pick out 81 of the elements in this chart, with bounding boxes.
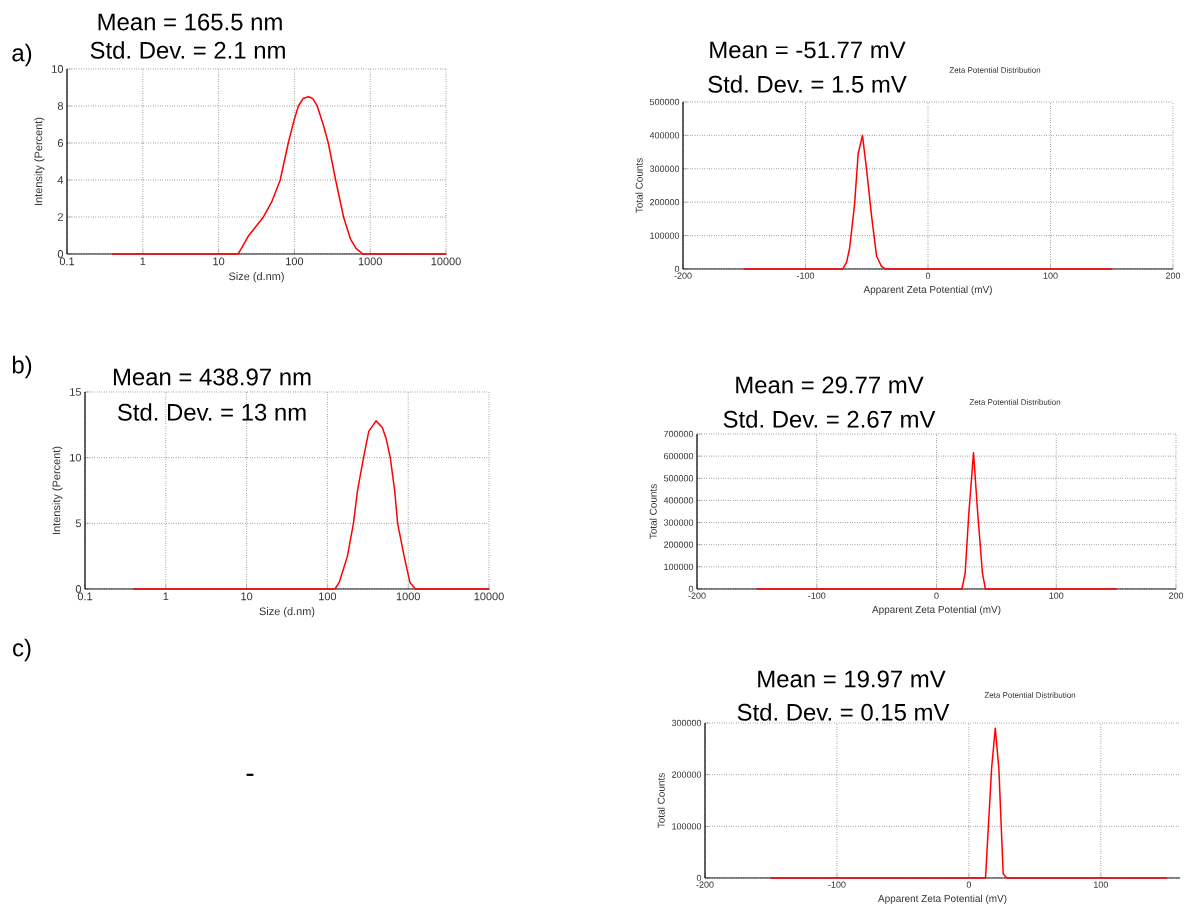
x-tick-label: -100 xyxy=(808,592,826,599)
y-tick-label: 500000 xyxy=(649,98,680,106)
y-tick-label: 5 xyxy=(75,519,82,528)
y-tick-label: 0 xyxy=(75,585,82,593)
x-tick-label: -200 xyxy=(688,592,706,599)
text: c) xyxy=(13,638,31,662)
y-tick-label: 0 xyxy=(57,250,64,258)
line-series xyxy=(743,134,1113,270)
x-tick-label: 0.1 xyxy=(77,592,93,601)
y-tick-label: 0 xyxy=(674,265,680,273)
x-tick-label: 1000 xyxy=(396,592,420,601)
y-tick-label: 200000 xyxy=(672,771,702,778)
x-tick-label: 10 xyxy=(241,592,253,601)
x-tick-label: 10 xyxy=(213,257,225,266)
annotation: Std. Dev. = 13 nm xyxy=(117,403,306,421)
x-tick-label: 100 xyxy=(1043,272,1058,279)
y-tick-label: 600000 xyxy=(664,452,694,460)
x-tick-label: 200 xyxy=(1168,592,1184,599)
y-tick-label: 200000 xyxy=(650,199,680,206)
text: a) xyxy=(12,43,32,67)
y-tick-label: 0 xyxy=(688,585,694,593)
y-axis-title: Intensity (Percent) xyxy=(52,446,63,534)
x-tick-label: 1 xyxy=(163,592,169,601)
x-tick-label: 0.1 xyxy=(59,257,75,266)
x-tick-label: 10000 xyxy=(431,257,461,266)
y-tick-label: 8 xyxy=(57,102,63,110)
y-tick-label: 300000 xyxy=(663,519,694,526)
y-tick-label: 500000 xyxy=(663,475,694,482)
text: Std. Dev. = 2.67 mV xyxy=(723,410,936,428)
y-tick-label: 100000 xyxy=(664,563,694,571)
text: Std. Dev. = 0.15 mV xyxy=(737,703,950,721)
x-tick-label: 0 xyxy=(925,272,931,279)
text: Mean = 29.77 mV xyxy=(736,376,924,394)
text: Mean = 165.5 nm xyxy=(98,13,282,31)
text: Mean = 19.97 mV xyxy=(758,670,946,688)
x-tick-label: -200 xyxy=(696,881,714,888)
x-axis-title: Apparent Zeta Potential (mV) xyxy=(863,285,992,295)
y-axis-title: Total Counts xyxy=(649,484,657,539)
x-tick-label: 100 xyxy=(286,257,304,266)
y-tick-label: 4 xyxy=(57,176,64,184)
x-tick-label: -100 xyxy=(828,881,846,888)
line-series xyxy=(756,452,1117,590)
text: b) xyxy=(12,355,32,379)
y-axis-title: Total Counts xyxy=(635,158,643,213)
y-tick-label: 2 xyxy=(57,213,63,221)
y-tick-label: 300000 xyxy=(671,719,702,727)
text: Std. Dev. = 1.5 mV xyxy=(708,75,907,93)
text: Mean = 438.97 nm xyxy=(113,368,311,386)
x-tick-label: 10000 xyxy=(474,592,504,601)
x-axis-title: Apparent Zeta Potential (mV) xyxy=(878,894,1007,904)
x-tick-label: 200 xyxy=(1165,272,1181,279)
x-tick-label: 100 xyxy=(319,592,337,601)
x-tick-label: 0 xyxy=(934,592,939,599)
y-tick-label: 0 xyxy=(696,874,702,882)
x-tick-label: 0 xyxy=(966,881,972,888)
y-tick-label: 400000 xyxy=(649,132,680,139)
y-tick-label: 10 xyxy=(52,65,64,73)
y-axis-title: Total Counts xyxy=(657,773,665,828)
x-tick-label: -100 xyxy=(796,272,815,279)
x-tick-label: 100 xyxy=(1094,881,1108,888)
x-tick-label: 100 xyxy=(1049,592,1064,599)
text: - xyxy=(246,773,254,776)
y-tick-label: 400000 xyxy=(663,497,694,504)
x-axis-title: Size (d.nm) xyxy=(259,607,315,618)
x-tick-label: -200 xyxy=(674,272,692,279)
y-tick-label: 10 xyxy=(70,453,82,462)
y-tick-label: 300000 xyxy=(649,165,680,172)
y-tick-label: 6 xyxy=(57,139,63,147)
y-tick-label: 200000 xyxy=(664,541,694,548)
x-tick-label: 1 xyxy=(140,257,146,266)
y-tick-label: 100000 xyxy=(650,232,680,239)
y-tick-label: 700000 xyxy=(664,430,694,438)
y-tick-label: 15 xyxy=(70,388,82,396)
y-axis-title: Intensity (Percent) xyxy=(34,117,45,205)
x-axis-title: Apparent Zeta Potential (mV) xyxy=(872,605,1001,615)
line-series xyxy=(770,727,1168,879)
text: Std. Dev. = 2.1 nm xyxy=(90,41,285,59)
text: Mean = -51.77 mV xyxy=(710,41,906,59)
y-tick-label: 100000 xyxy=(672,823,702,830)
x-tick-label: 1000 xyxy=(358,257,382,266)
x-axis-title: Size (d.nm) xyxy=(228,272,284,283)
